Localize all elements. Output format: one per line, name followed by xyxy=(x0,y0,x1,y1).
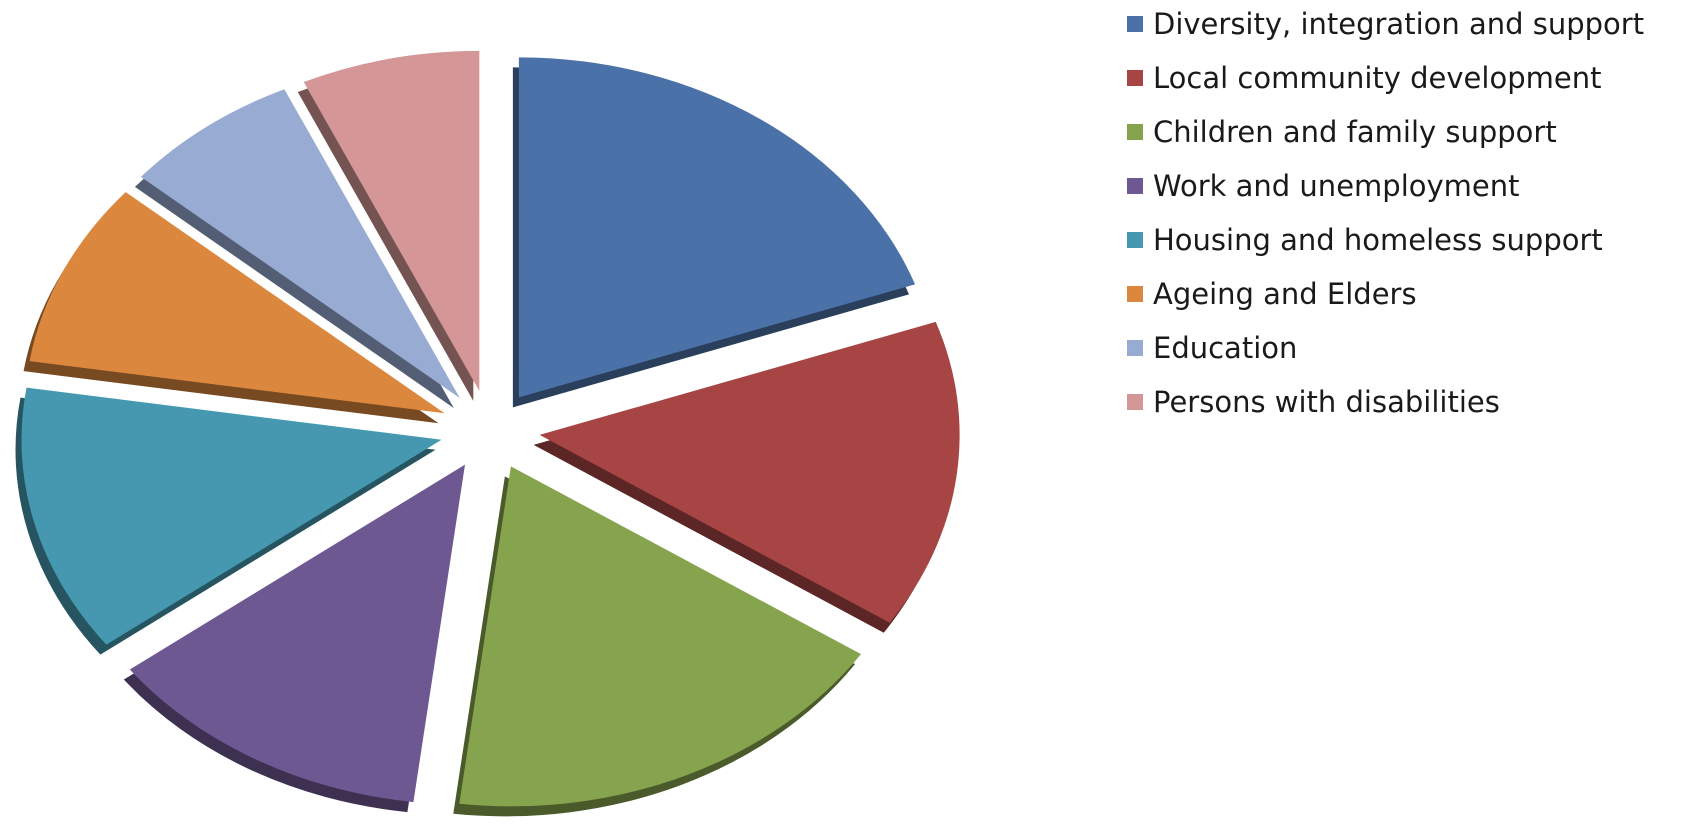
pie-slice-work-and-unemployment xyxy=(123,464,465,813)
legend-item-local-community-development: Local community development xyxy=(1127,61,1601,95)
legend-label: Children and family support xyxy=(1153,115,1557,149)
pie-slice-top xyxy=(140,89,460,399)
pie-slices xyxy=(15,50,960,817)
legend-swatch xyxy=(1127,178,1143,194)
pie-slice-local-community-development xyxy=(533,321,960,633)
legend-label: Housing and homeless support xyxy=(1153,223,1603,257)
legend-label: Work and unemployment xyxy=(1153,169,1520,203)
legend-label: Persons with disabilities xyxy=(1153,385,1500,419)
legend-swatch xyxy=(1127,16,1143,32)
legend: Diversity, integration and support Local … xyxy=(1127,7,1644,419)
legend-label: Ageing and Elders xyxy=(1153,277,1417,311)
legend-swatch xyxy=(1127,124,1143,140)
legend-item-diversity-integration-and-support: Diversity, integration and support xyxy=(1127,7,1644,41)
pie-slice-top xyxy=(518,57,916,398)
legend-swatch xyxy=(1127,286,1143,302)
legend-item-work-and-unemployment: Work and unemployment xyxy=(1127,169,1520,203)
legend-swatch xyxy=(1127,70,1143,86)
legend-label: Education xyxy=(1153,331,1297,365)
legend-item-housing-and-homeless-support: Housing and homeless support xyxy=(1127,223,1603,257)
pie-slice-children-and-family-support xyxy=(453,466,862,817)
pie-slice-ageing-and-elders xyxy=(23,192,445,424)
pie-slice-education xyxy=(134,89,460,409)
legend-swatch xyxy=(1127,394,1143,410)
pie-slice-top xyxy=(21,387,442,645)
legend-label: Local community development xyxy=(1153,61,1601,95)
legend-item-children-and-family-support: Children and family support xyxy=(1127,115,1557,149)
pie-slice-persons-with-disabilities xyxy=(297,50,480,401)
legend-item-ageing-and-elders: Ageing and Elders xyxy=(1127,277,1417,311)
pie-slice-top xyxy=(129,464,465,803)
legend-swatch xyxy=(1127,232,1143,248)
pie-slice-top xyxy=(459,466,862,807)
pie-slice-top xyxy=(303,50,480,391)
pie-slice-top xyxy=(539,321,960,623)
pie-slice-diversity-integration-and-support xyxy=(512,57,916,408)
legend-item-persons-with-disabilities: Persons with disabilities xyxy=(1127,385,1500,419)
pie-slice-housing-and-homeless-support xyxy=(15,387,442,655)
legend-swatch xyxy=(1127,340,1143,356)
legend-item-education: Education xyxy=(1127,331,1297,365)
legend-label: Diversity, integration and support xyxy=(1153,7,1644,41)
pie-slice-top xyxy=(29,192,445,414)
